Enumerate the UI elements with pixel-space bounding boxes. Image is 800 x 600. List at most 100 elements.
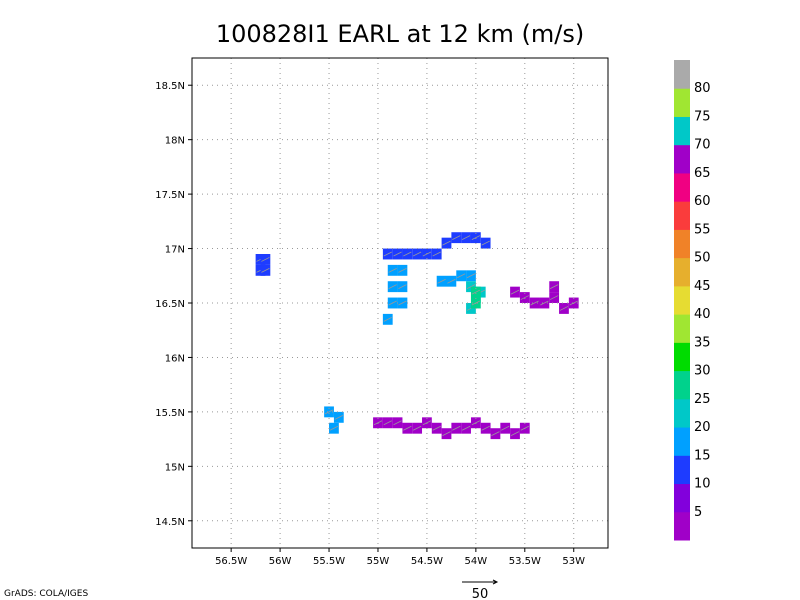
colorbar-tick-label: 15	[694, 448, 711, 463]
colorbar-swatch	[674, 398, 690, 428]
x-axis: 56.5W 56W 55.5W 55W 54.5W 54W 53.5W 53W	[215, 548, 585, 567]
colorbar-tick-label: 45	[694, 279, 711, 294]
x-tick-label: 53W	[562, 556, 585, 567]
wind-vector	[510, 431, 520, 437]
x-tick-label: 56W	[269, 556, 292, 567]
wind-vector	[559, 306, 569, 311]
wind-vector	[383, 251, 392, 257]
colorbar-tick-label: 60	[694, 194, 711, 209]
colorbar-swatch	[674, 427, 690, 456]
colorbar: 5 10 15 20 25 30 35 40 45 50 55 60 65 70 75 80	[674, 60, 711, 541]
wind-vector	[452, 235, 461, 241]
wind-vector	[403, 425, 412, 431]
wind-vector	[261, 257, 270, 262]
wind-vector	[261, 267, 270, 273]
y-axis: 14.5N 15N 15.5N 16N 16.5N 17N 17.5N 18N 18.5N	[155, 81, 192, 528]
x-tick-label: 54W	[465, 556, 488, 567]
wind-vector	[442, 431, 451, 437]
wind-vector	[471, 420, 481, 426]
y-tick-label: 17N	[165, 245, 185, 256]
colorbar-tick-label: 25	[694, 392, 711, 407]
region-northwest-blob	[255, 254, 271, 276]
colorbar-tick-label: 55	[694, 222, 711, 237]
colorbar-tick-label: 35	[694, 335, 711, 350]
wind-vector	[422, 251, 432, 257]
colorbar-swatch	[674, 229, 690, 259]
colorbar-tick-label: 75	[694, 109, 711, 124]
wind-vector	[491, 431, 500, 437]
colorbar-tick-label: 50	[694, 251, 711, 266]
wind-vector	[540, 300, 549, 306]
footer-credit: GrADS: COLA/IGES	[4, 589, 88, 599]
wind-vector	[412, 425, 422, 431]
wind-vector	[334, 414, 344, 420]
wind-vector	[373, 420, 383, 426]
wind-vector	[501, 425, 510, 431]
y-tick-label: 17.5N	[155, 190, 185, 201]
x-tick-label: 54.5W	[411, 556, 443, 567]
colorbar-swatch	[674, 172, 690, 202]
wind-vector	[432, 251, 441, 257]
colorbar-tick-label: 10	[694, 477, 711, 492]
y-tick-label: 18N	[165, 136, 185, 147]
colorbar-swatch	[674, 342, 690, 372]
wind-vector	[530, 300, 539, 306]
colorbar-tick-label: 80	[694, 81, 711, 96]
x-tick-label: 53.5W	[509, 556, 541, 567]
reference-arrow-label: 50	[472, 587, 489, 600]
wind-vector	[412, 251, 422, 257]
colorbar-tick-label: 70	[694, 138, 711, 153]
y-tick-label: 16N	[165, 353, 185, 364]
plot-frame	[191, 57, 609, 549]
wind-vector	[471, 235, 481, 241]
wind-vector	[461, 425, 471, 431]
wind-vector	[471, 289, 481, 295]
wind-vector	[510, 289, 520, 295]
wind-vector	[481, 240, 490, 246]
wind-vector	[403, 251, 412, 257]
colorbar-tick-label: 30	[694, 364, 711, 379]
wind-vector	[549, 284, 559, 290]
colorbar-swatch	[674, 483, 690, 513]
wind-vector	[447, 278, 456, 284]
reference-arrowhead	[492, 579, 499, 585]
colorbar-swatch	[674, 144, 690, 174]
x-tick-label: 56.5W	[215, 556, 247, 567]
y-tick-label: 18.5N	[155, 81, 185, 92]
wind-vector	[388, 267, 397, 273]
wind-vector	[520, 295, 529, 300]
colorbar-tick-label: 65	[694, 166, 711, 181]
colorbar-swatch	[674, 285, 690, 315]
wind-vector	[329, 425, 339, 431]
colorbar-swatch	[674, 201, 690, 230]
colorbar-tick-label: 40	[694, 307, 711, 322]
colorbar-tick-label: 20	[694, 420, 711, 435]
wind-vector	[432, 425, 441, 431]
wind-vector-reference: 50	[462, 579, 499, 600]
chart-title: 100828I1 EARL at 12 km (m/s)	[216, 20, 584, 48]
y-tick-label: 16.5N	[155, 299, 185, 310]
colorbar-swatch	[674, 511, 690, 541]
y-tick-label: 15.5N	[155, 408, 185, 419]
plot-area	[255, 232, 579, 440]
grid-lines	[192, 58, 608, 548]
region-south-arm	[373, 417, 530, 440]
y-tick-label: 15N	[165, 462, 185, 473]
colorbar-swatch	[674, 370, 690, 400]
wind-vector	[466, 273, 476, 279]
wind-vector	[383, 316, 392, 322]
region-north-arm	[382, 232, 491, 260]
wind-vector	[422, 420, 432, 426]
colorbar-swatch	[674, 60, 690, 89]
y-tick-label: 14.5N	[155, 517, 185, 528]
wind-vector	[437, 278, 446, 284]
x-tick-label: 55W	[367, 556, 390, 567]
wind-vector	[442, 240, 451, 246]
region-light-blue-core	[324, 264, 476, 434]
wind-vector	[549, 295, 559, 300]
wind-vector	[383, 420, 392, 426]
wind-vector	[398, 284, 407, 290]
wind-vector	[398, 267, 407, 273]
wind-vector	[393, 420, 402, 426]
